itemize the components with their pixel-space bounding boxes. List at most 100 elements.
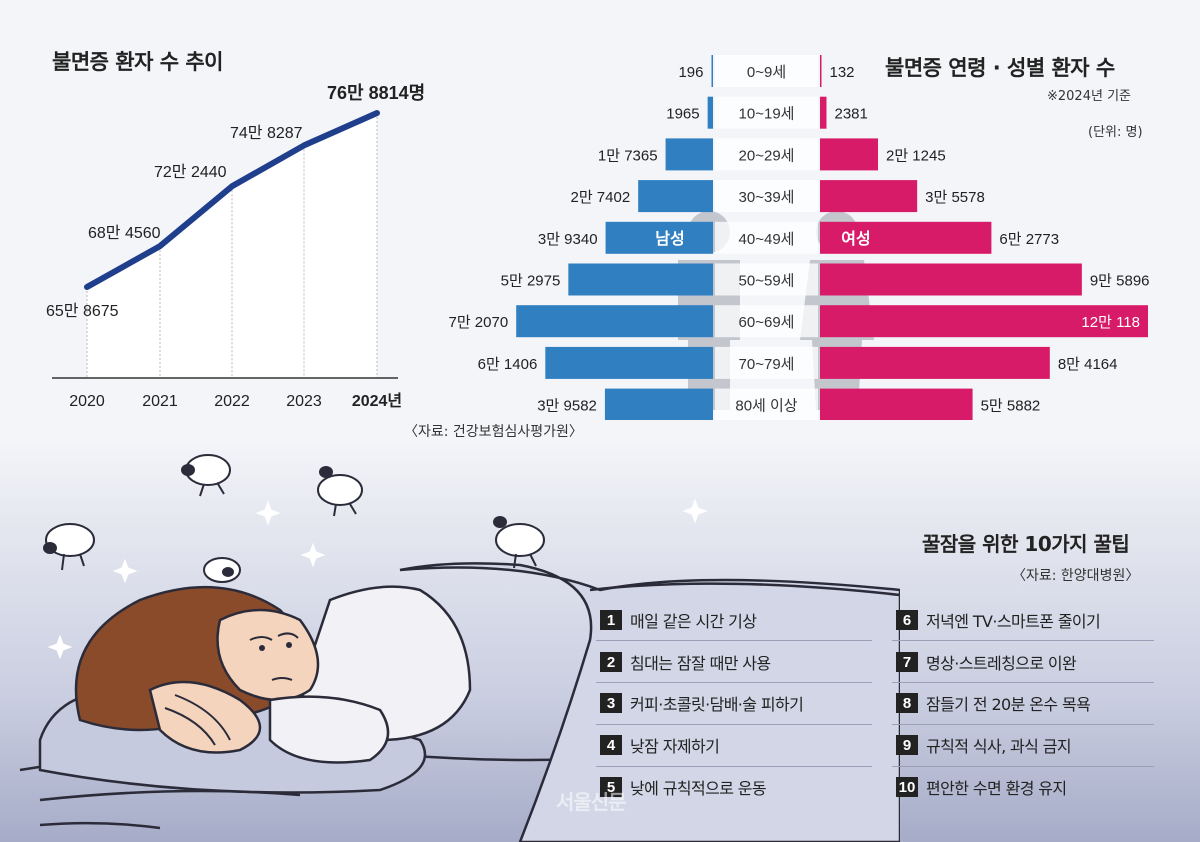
male-bar bbox=[638, 180, 713, 213]
female-bar bbox=[820, 305, 1148, 338]
data-label: 74만 8287 bbox=[230, 124, 303, 142]
tip-divider bbox=[596, 724, 872, 725]
category-band bbox=[715, 180, 818, 213]
tip-number: 1 bbox=[600, 610, 622, 630]
female-value-label: 5만 5882 bbox=[981, 398, 1041, 415]
line-chart: 2020 2021 2022 2023 2024년 65만 8675 68만 4560 72만… bbox=[46, 83, 425, 410]
tip-text: 잠들기 전 20분 온수 목욕 bbox=[926, 695, 1091, 714]
category-band bbox=[715, 55, 818, 87]
tip-divider bbox=[596, 640, 872, 641]
tip-number: 2 bbox=[600, 652, 622, 672]
tip-item: 7 명상·스트레칭으로 이완 bbox=[896, 650, 1077, 674]
category-label: 60~69세 bbox=[739, 314, 795, 331]
tip-number: 3 bbox=[600, 693, 622, 713]
category-label: 70~79세 bbox=[739, 356, 795, 373]
pyramid-chart: 0~9세 196 132 10~19세 1965 2381 20~29세 1만 7365 2만 … bbox=[449, 55, 1150, 420]
female-value-label: 6만 2773 bbox=[999, 231, 1059, 248]
x-tick-label: 2023 bbox=[286, 393, 322, 410]
category-band bbox=[715, 138, 818, 171]
tip-item: 3 커피·초콜릿·담배·술 피하기 bbox=[600, 691, 804, 715]
tip-text: 저녁엔 TV·스마트폰 줄이기 bbox=[926, 612, 1101, 631]
tip-number: 4 bbox=[600, 735, 622, 755]
pyramid-note: ※2024년 기준 bbox=[1047, 89, 1131, 104]
female-bar bbox=[820, 96, 827, 129]
female-value-label: 2만 1245 bbox=[886, 147, 946, 164]
category-band bbox=[715, 305, 818, 338]
data-label: 68만 4560 bbox=[88, 224, 161, 242]
tip-text: 낮에 규칙적으로 운동 bbox=[630, 779, 767, 798]
female-bar bbox=[820, 346, 1050, 379]
male-bar bbox=[665, 138, 713, 171]
data-label: 72만 2440 bbox=[154, 163, 227, 181]
category-label: 30~39세 bbox=[739, 189, 795, 206]
tip-number: 5 bbox=[600, 777, 622, 797]
category-label: 10~19세 bbox=[739, 106, 795, 123]
tip-text: 규칙적 식사, 과식 금지 bbox=[926, 737, 1072, 756]
male-bar bbox=[516, 305, 713, 338]
pyramid-title: 불면증 연령 · 성별 환자 수 bbox=[885, 56, 1115, 80]
male-value-label: 2만 7402 bbox=[570, 189, 630, 206]
category-band bbox=[715, 221, 818, 254]
sleeping-woman-illustration bbox=[19, 454, 900, 842]
female-bar bbox=[820, 55, 822, 87]
tip-item: 10 편안한 수면 환경 유지 bbox=[896, 775, 1067, 799]
tip-divider bbox=[596, 766, 872, 767]
male-value-label: 6만 1406 bbox=[478, 356, 538, 373]
male-bar bbox=[711, 55, 713, 87]
male-bar bbox=[568, 263, 713, 296]
male-bar bbox=[707, 96, 713, 129]
female-bar bbox=[820, 180, 918, 213]
female-series-label: 여성 bbox=[841, 230, 870, 248]
category-label: 20~29세 bbox=[739, 147, 795, 164]
tip-divider bbox=[892, 682, 1154, 683]
male-value-label: 3만 9340 bbox=[538, 231, 598, 248]
tip-item: 8 잠들기 전 20분 온수 목욕 bbox=[896, 691, 1091, 715]
tip-divider bbox=[892, 766, 1154, 767]
female-value-label: 2381 bbox=[835, 106, 868, 123]
tip-text: 커피·초콜릿·담배·술 피하기 bbox=[630, 695, 804, 714]
male-bar bbox=[604, 388, 713, 420]
tip-number: 6 bbox=[896, 610, 918, 630]
tip-item: 4 낮잠 자제하기 bbox=[600, 733, 720, 757]
tip-text: 매일 같은 시간 기상 bbox=[630, 612, 757, 631]
tip-text: 침대는 잠잘 때만 사용 bbox=[630, 654, 771, 673]
line-chart-area bbox=[87, 113, 377, 378]
female-bar bbox=[820, 221, 992, 254]
tip-number: 10 bbox=[896, 777, 918, 797]
female-bar bbox=[820, 263, 1082, 296]
line-chart-title: 불면증 환자 수 추이 bbox=[52, 50, 224, 74]
category-band bbox=[715, 346, 818, 379]
x-tick-label: 2020 bbox=[69, 393, 105, 410]
tips-source: 〈자료: 한양대병원〉 bbox=[1012, 568, 1140, 584]
tip-item: 9 규칙적 식사, 과식 금지 bbox=[896, 733, 1072, 757]
x-tick-label: 2024년 bbox=[352, 391, 402, 410]
tip-item: 1 매일 같은 시간 기상 bbox=[600, 608, 757, 632]
data-label: 76만 8814명 bbox=[327, 83, 425, 103]
female-bar bbox=[820, 138, 879, 171]
tips-title: 꿀잠을 위한 10가지 꿀팁 bbox=[922, 532, 1130, 556]
male-bar bbox=[605, 221, 713, 254]
male-value-label: 3만 9582 bbox=[537, 398, 597, 415]
male-value-label: 7만 2070 bbox=[449, 314, 509, 331]
tip-divider bbox=[596, 682, 872, 683]
category-label: 40~49세 bbox=[739, 231, 795, 248]
category-band bbox=[715, 96, 818, 129]
line-series bbox=[84, 110, 380, 290]
male-series-label: 남성 bbox=[655, 230, 684, 248]
male-value-label: 5만 2975 bbox=[501, 273, 561, 290]
x-tick-label: 2022 bbox=[214, 393, 250, 410]
tip-divider bbox=[892, 724, 1154, 725]
male-value-label: 196 bbox=[678, 64, 703, 81]
female-value-label: 12만 118 bbox=[1081, 314, 1140, 331]
category-band bbox=[715, 388, 818, 420]
female-value-label: 3만 5578 bbox=[925, 189, 985, 206]
tip-item: 5 낮에 규칙적으로 운동 bbox=[600, 775, 767, 799]
tip-item: 2 침대는 잠잘 때만 사용 bbox=[600, 650, 771, 674]
tip-number: 8 bbox=[896, 693, 918, 713]
tip-item: 6 저녁엔 TV·스마트폰 줄이기 bbox=[896, 608, 1101, 632]
tip-divider bbox=[892, 640, 1154, 641]
female-value-label: 132 bbox=[830, 64, 855, 81]
female-value-label: 8만 4164 bbox=[1058, 356, 1118, 373]
category-label: 50~59세 bbox=[739, 273, 795, 290]
